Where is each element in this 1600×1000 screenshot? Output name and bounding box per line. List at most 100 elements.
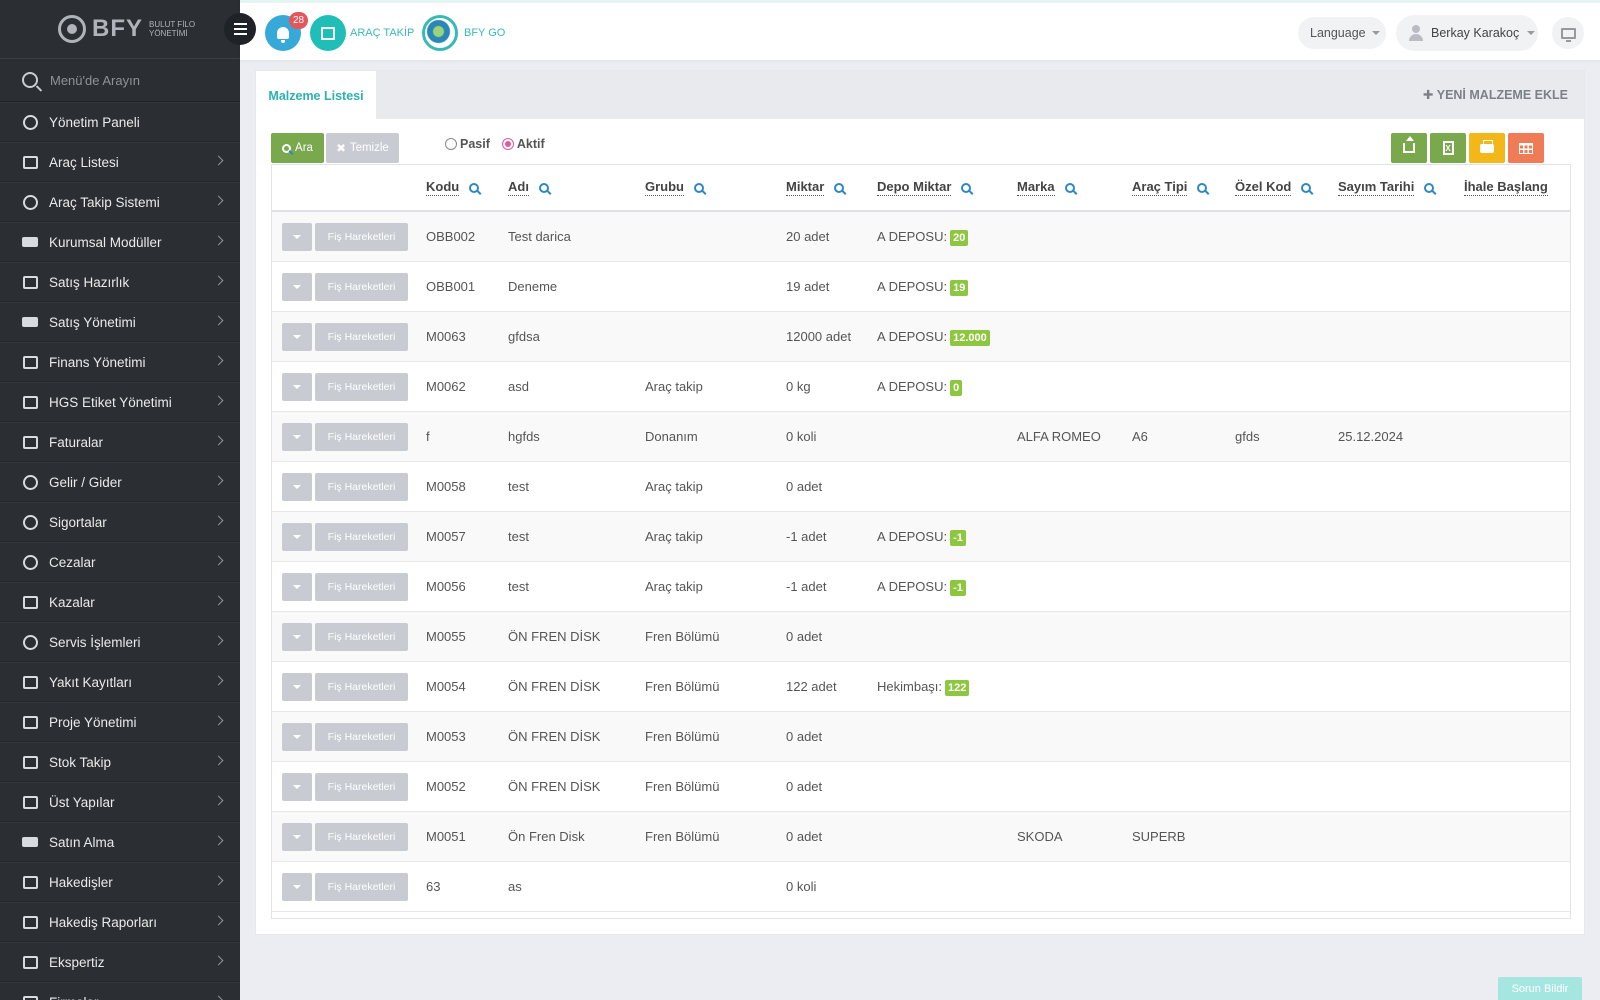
upload-button[interactable]	[1391, 133, 1427, 163]
fullscreen-button[interactable]	[1552, 17, 1584, 49]
slip-movements-button[interactable]: Fiş Hareketleri	[315, 273, 408, 301]
row-actions-dropdown[interactable]	[282, 723, 312, 751]
sidebar-item[interactable]: Faturalar	[0, 422, 240, 462]
sidebar-item[interactable]: Ekspertiz	[0, 942, 240, 982]
column-header[interactable]: Araç Tipi	[1132, 179, 1208, 196]
column-header[interactable]: İhale Başlang	[1464, 179, 1548, 196]
row-actions-dropdown[interactable]	[282, 523, 312, 551]
column-header-label: Miktar	[786, 179, 825, 196]
row-actions-dropdown[interactable]	[282, 673, 312, 701]
slip-movements-button[interactable]: Fiş Hareketleri	[315, 323, 408, 351]
column-header[interactable]: Sayım Tarihi	[1338, 179, 1435, 196]
row-actions-dropdown[interactable]	[282, 473, 312, 501]
slip-movements-button[interactable]: Fiş Hareketleri	[315, 723, 408, 751]
radio-active-circle[interactable]	[501, 138, 514, 150]
sidebar-item[interactable]: Hakedişler	[0, 862, 240, 902]
sidebar-item[interactable]: Satış Yönetimi	[0, 302, 240, 342]
brand-logo-icon	[58, 15, 86, 43]
material-list-panel: Malzeme Listesi ✚ YENİ MALZEME EKLE Ara …	[255, 70, 1585, 935]
sidebar-item[interactable]: Servis İşlemleri	[0, 622, 240, 662]
column-header[interactable]: Marka	[1017, 179, 1075, 196]
sidebar-item[interactable]: Araç Takip Sistemi	[0, 182, 240, 222]
slip-movements-button[interactable]: Fiş Hareketleri	[315, 873, 408, 901]
sidebar-item[interactable]: Kurumsal Modüller	[0, 222, 240, 262]
column-header[interactable]: Miktar	[786, 179, 845, 196]
sidebar-item[interactable]: Finans Yönetimi	[0, 342, 240, 382]
tab-material-list[interactable]: Malzeme Listesi	[256, 71, 376, 120]
language-dropdown[interactable]: Language	[1298, 17, 1386, 49]
sidebar-item-label: Sigortalar	[49, 514, 107, 530]
sidebar-item[interactable]: Hakediş Raporları	[0, 902, 240, 942]
radio-passive[interactable]: Pasif	[445, 137, 490, 151]
sidebar-item[interactable]: Yakıt Kayıtları	[0, 662, 240, 702]
column-search-icon[interactable]	[469, 182, 480, 193]
cell-grubu: Donanım	[645, 429, 698, 444]
column-toggle-button[interactable]	[1508, 133, 1544, 163]
column-search-icon[interactable]	[1064, 182, 1075, 193]
bfy-go-link[interactable]: BFY GO	[464, 27, 506, 39]
row-actions-dropdown[interactable]	[282, 873, 312, 901]
column-search-icon[interactable]	[961, 182, 972, 193]
report-issue-button[interactable]: Sorun Bildir	[1498, 977, 1582, 1000]
cell-arac-tipi: SUPERB	[1132, 829, 1186, 844]
sidebar-item[interactable]: Cezalar	[0, 542, 240, 582]
vehicle-tracking-link[interactable]: ARAÇ TAKİP	[350, 27, 415, 39]
sidebar-item[interactable]: HGS Etiket Yönetimi	[0, 382, 240, 422]
menu-toggle-icon[interactable]	[224, 13, 256, 45]
slip-movements-button[interactable]: Fiş Hareketleri	[315, 523, 408, 551]
column-search-icon[interactable]	[538, 182, 549, 193]
bfy-go-logo-icon[interactable]	[422, 15, 458, 51]
sidebar-item[interactable]: Satın Alma	[0, 822, 240, 862]
menu-search[interactable]: Menü'de Arayın	[0, 58, 240, 102]
radio-active[interactable]: Aktif	[501, 137, 545, 151]
add-material-button[interactable]: ✚ YENİ MALZEME EKLE	[1423, 87, 1568, 102]
column-search-icon[interactable]	[1301, 182, 1312, 193]
row-actions-dropdown[interactable]	[282, 223, 312, 251]
row-actions-dropdown[interactable]	[282, 323, 312, 351]
column-header[interactable]: Grubu	[645, 179, 704, 196]
row-actions-dropdown[interactable]	[282, 373, 312, 401]
sidebar-item[interactable]: Stok Takip	[0, 742, 240, 782]
search-button[interactable]: Ara	[271, 133, 324, 163]
radio-passive-circle[interactable]	[445, 138, 457, 150]
sidebar-item[interactable]: Araç Listesi	[0, 142, 240, 182]
column-header[interactable]: Adı	[508, 179, 549, 196]
sidebar-item[interactable]: Gelir / Gider	[0, 462, 240, 502]
row-actions-dropdown[interactable]	[282, 273, 312, 301]
column-search-icon[interactable]	[694, 182, 704, 193]
column-header[interactable]: Kodu	[426, 179, 480, 196]
column-header[interactable]: Depo Miktar	[877, 179, 972, 196]
slip-movements-button[interactable]: Fiş Hareketleri	[315, 823, 408, 851]
user-menu[interactable]: Berkay Karakoç	[1396, 15, 1538, 51]
column-search-icon[interactable]	[1424, 182, 1435, 193]
row-actions-dropdown[interactable]	[282, 423, 312, 451]
sidebar-item[interactable]: Yönetim Paneli	[0, 102, 240, 142]
slip-movements-button[interactable]: Fiş Hareketleri	[315, 423, 408, 451]
menu-search-input[interactable]: Menü'de Arayın	[50, 72, 140, 88]
clear-button[interactable]: ✖ Temizle	[326, 133, 399, 163]
vehicle-tracking-button[interactable]	[310, 15, 346, 51]
row-actions-dropdown[interactable]	[282, 573, 312, 601]
sidebar-item[interactable]: Satış Hazırlık	[0, 262, 240, 302]
slip-movements-button[interactable]: Fiş Hareketleri	[315, 773, 408, 801]
row-actions-dropdown[interactable]	[282, 623, 312, 651]
excel-export-button[interactable]: X	[1430, 133, 1466, 163]
column-search-icon[interactable]	[834, 182, 845, 193]
print-button[interactable]	[1469, 133, 1505, 163]
row-actions-dropdown[interactable]	[282, 773, 312, 801]
slip-movements-button[interactable]: Fiş Hareketleri	[315, 223, 408, 251]
sidebar-item[interactable]: Kazalar	[0, 582, 240, 622]
row-actions-dropdown[interactable]	[282, 823, 312, 851]
slip-movements-button[interactable]: Fiş Hareketleri	[315, 673, 408, 701]
column-header[interactable]: Özel Kod	[1235, 179, 1312, 196]
sidebar-item[interactable]: Üst Yapılar	[0, 782, 240, 822]
slip-movements-button[interactable]: Fiş Hareketleri	[315, 573, 408, 601]
sidebar-item[interactable]: Firmalar	[0, 982, 240, 1000]
column-search-icon[interactable]	[1197, 182, 1208, 193]
sidebar-item[interactable]: Sigortalar	[0, 502, 240, 542]
brand[interactable]: BFY BULUT FİLO YÖNETİMİ	[0, 0, 240, 58]
slip-movements-button[interactable]: Fiş Hareketleri	[315, 473, 408, 501]
sidebar-item[interactable]: Proje Yönetimi	[0, 702, 240, 742]
slip-movements-button[interactable]: Fiş Hareketleri	[315, 373, 408, 401]
slip-movements-button[interactable]: Fiş Hareketleri	[315, 623, 408, 651]
